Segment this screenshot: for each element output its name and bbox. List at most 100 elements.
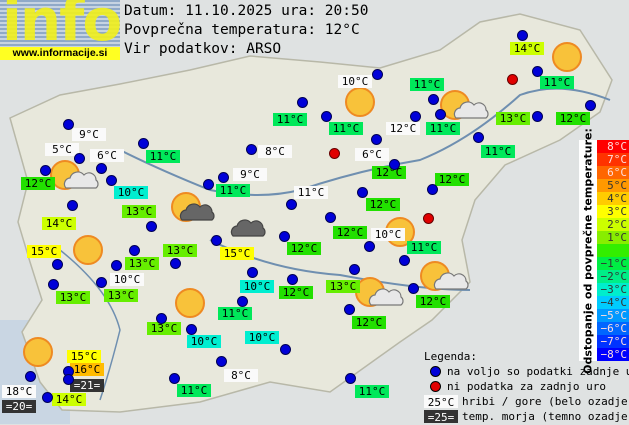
- station-dot-available[interactable]: [344, 304, 355, 315]
- station-dot-available[interactable]: [129, 245, 140, 256]
- scale-step: 3°C: [597, 205, 629, 218]
- station-temperature: 13°C: [125, 257, 159, 270]
- station-dot-available[interactable]: [106, 175, 117, 186]
- station-dot-available[interactable]: [146, 221, 157, 232]
- station-dot-available[interactable]: [96, 163, 107, 174]
- station-dot-available[interactable]: [247, 267, 258, 278]
- station-dot-available[interactable]: [279, 231, 290, 242]
- station-dot-available[interactable]: [410, 111, 421, 122]
- station-temperature: 11°C: [481, 145, 515, 158]
- station-temperature: 12°C: [279, 286, 313, 299]
- station-dot-available[interactable]: [287, 274, 298, 285]
- logo-text: info: [2, 0, 120, 48]
- station-dot-missing[interactable]: [507, 74, 518, 85]
- station-dot-available[interactable]: [63, 374, 74, 385]
- station-dot-available[interactable]: [371, 134, 382, 145]
- legend-missing: ni podatka za zadnjo uro: [424, 379, 629, 394]
- station-temperature: 14°C: [42, 217, 76, 230]
- station-dot-available[interactable]: [25, 371, 36, 382]
- station-temperature: 15°C: [67, 350, 101, 363]
- station-dot-available[interactable]: [156, 313, 167, 324]
- station-dot-available[interactable]: [42, 392, 53, 403]
- legend-mountain-text: hribi / gore (belo ozadje): [462, 395, 629, 408]
- station-dot-available[interactable]: [532, 66, 543, 77]
- station-dot-missing[interactable]: [329, 148, 340, 159]
- station-dot-available[interactable]: [170, 258, 181, 269]
- sun-icon: [552, 42, 582, 72]
- station-temperature: 13°C: [496, 112, 530, 125]
- logo-url[interactable]: www.informacije.si: [0, 47, 120, 60]
- station-temperature: 12°C: [556, 112, 590, 125]
- station-dot-available[interactable]: [427, 184, 438, 195]
- station-dot-available[interactable]: [399, 255, 410, 266]
- station-dot-available[interactable]: [345, 373, 356, 384]
- scale-step: −7°C: [597, 335, 629, 348]
- station-dot-available[interactable]: [297, 97, 308, 108]
- station-dot-available[interactable]: [428, 94, 439, 105]
- station-dot-available[interactable]: [389, 159, 400, 170]
- station-dot-available[interactable]: [246, 144, 257, 155]
- station-temperature: 12°C: [386, 122, 420, 135]
- station-dot-available[interactable]: [321, 111, 332, 122]
- legend-sea-text: temp. morja (temno ozadje): [462, 410, 629, 423]
- logo[interactable]: info: [0, 0, 120, 48]
- scale-step: −3°C: [597, 283, 629, 296]
- station-temperature: 14°C: [52, 393, 86, 406]
- station-dot-available[interactable]: [67, 200, 78, 211]
- station-temperature: 10°C: [245, 331, 279, 344]
- station-temperature: 16°C: [70, 363, 104, 376]
- station-dot-available[interactable]: [216, 356, 227, 367]
- station-dot-available[interactable]: [211, 235, 222, 246]
- scale-step: [597, 244, 629, 257]
- station-dot-available[interactable]: [48, 279, 59, 290]
- station-dot-available[interactable]: [138, 138, 149, 149]
- station-dot-available[interactable]: [517, 30, 528, 41]
- legend-title: Legenda:: [424, 350, 477, 363]
- station-dot-available[interactable]: [286, 199, 297, 210]
- legend-mountain: 25°C hribi / gore (belo ozadje): [424, 394, 629, 409]
- average-temperature: Povprečna temperatura: 12°C: [124, 22, 360, 38]
- station-temperature: 12°C: [366, 198, 400, 211]
- station-temperature: 12°C: [352, 316, 386, 329]
- station-dot-available[interactable]: [237, 296, 248, 307]
- station-dot-available[interactable]: [473, 132, 484, 143]
- station-dot-available[interactable]: [349, 264, 360, 275]
- station-dot-available[interactable]: [408, 283, 419, 294]
- station-dot-available[interactable]: [435, 109, 446, 120]
- station-temperature: 13°C: [122, 205, 156, 218]
- station-dot-available[interactable]: [40, 165, 51, 176]
- station-dot-available[interactable]: [169, 373, 180, 384]
- sun-icon: [345, 87, 375, 117]
- scale-step: −1°C: [597, 257, 629, 270]
- station-dot-available[interactable]: [111, 260, 122, 271]
- station-dot-available[interactable]: [96, 277, 107, 288]
- station-dot-available[interactable]: [63, 119, 74, 130]
- scale-title: Odstopanje od povprečne temperature:: [579, 128, 597, 373]
- station-dot-available[interactable]: [203, 179, 214, 190]
- station-temperature: 8°C: [224, 369, 258, 382]
- sun-icon: [23, 337, 53, 367]
- station-dot-available[interactable]: [585, 100, 596, 111]
- cloud-icon: [63, 171, 99, 189]
- station-dot-available[interactable]: [74, 153, 85, 164]
- red-dot-icon: [430, 381, 441, 392]
- station-dot-available[interactable]: [325, 212, 336, 223]
- station-dot-available[interactable]: [186, 324, 197, 335]
- station-dot-available[interactable]: [52, 259, 63, 270]
- station-dot-available[interactable]: [364, 241, 375, 252]
- station-temperature: =21=: [70, 379, 104, 392]
- station-temperature: 13°C: [326, 280, 360, 293]
- station-temperature: 10°C: [187, 335, 221, 348]
- station-temperature: 12°C: [435, 173, 469, 186]
- scale-step: 6°C: [597, 166, 629, 179]
- scale-step: 8°C: [597, 140, 629, 153]
- station-dot-available[interactable]: [218, 172, 229, 183]
- station-dot-available[interactable]: [532, 111, 543, 122]
- station-dot-available[interactable]: [280, 344, 291, 355]
- station-dot-available[interactable]: [357, 187, 368, 198]
- station-temperature: 8°C: [258, 145, 292, 158]
- station-temperature: 11°C: [294, 186, 328, 199]
- station-dot-missing[interactable]: [423, 213, 434, 224]
- station-dot-available[interactable]: [372, 69, 383, 80]
